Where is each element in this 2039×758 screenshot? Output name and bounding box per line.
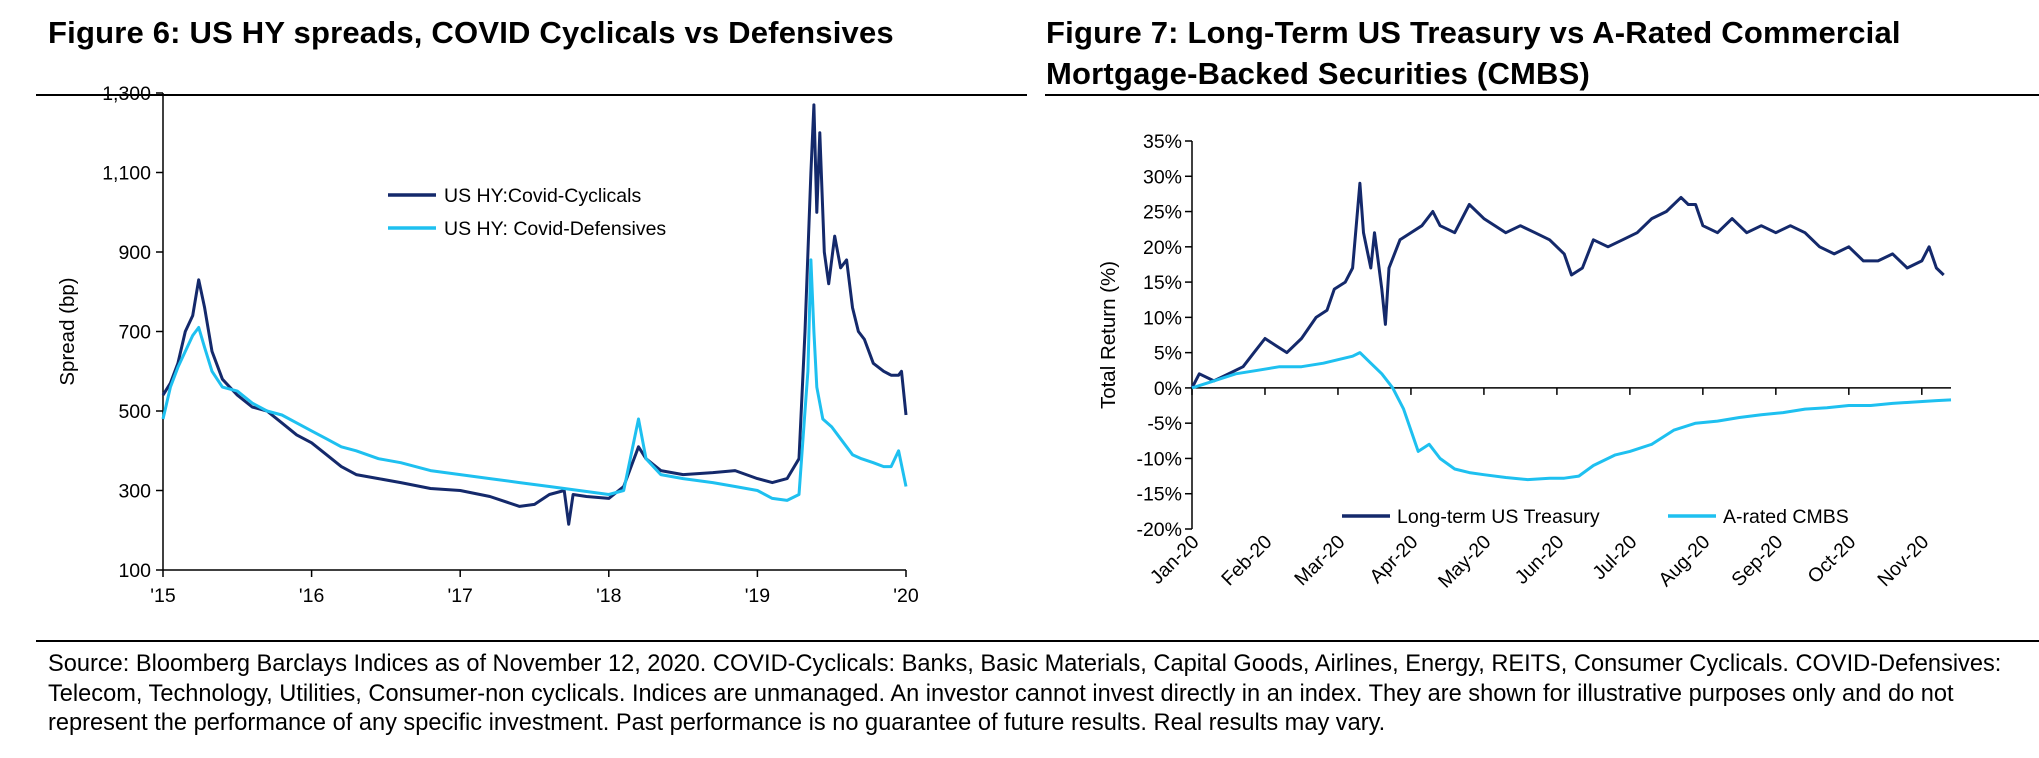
x-tick-label: Aug-20 — [1654, 531, 1714, 591]
legend-label: US HY: Covid-Defensives — [444, 218, 666, 240]
y-axis-title: Spread (bp) — [56, 277, 79, 385]
y-tick-label: -10% — [1136, 448, 1182, 470]
x-tick-label: Nov-20 — [1873, 531, 1933, 591]
figure-7-title-line-1: Figure 7: Long-Term US Treasury vs A-Rat… — [1046, 15, 1901, 50]
y-tick-label: -20% — [1136, 519, 1182, 541]
source-note: Source: Bloomberg Barclays Indices as of… — [48, 651, 2002, 736]
x-tick-label: '18 — [596, 585, 621, 607]
defensives-series-line — [161, 258, 908, 502]
y-tick-label: -15% — [1136, 484, 1182, 506]
y-tick-label: 1,300 — [102, 83, 151, 105]
y-tick-label: 0% — [1154, 378, 1182, 400]
x-tick-label: Feb-20 — [1217, 531, 1276, 590]
y-tick-label: 1,100 — [102, 163, 151, 185]
x-tick-label: Mar-20 — [1290, 531, 1349, 590]
x-tick-label: '17 — [447, 585, 472, 607]
figure-7-title-line-2: Mortgage-Backed Securities (CMBS) — [1046, 56, 1591, 91]
y-tick-label: -5% — [1147, 413, 1182, 435]
y-tick-label: 20% — [1143, 237, 1182, 259]
x-tick-label: May-20 — [1434, 531, 1496, 593]
y-tick-label: 500 — [118, 401, 151, 423]
x-tick-label: Jun-20 — [1511, 531, 1569, 589]
y-tick-label: 5% — [1154, 343, 1182, 365]
treasury-vs-cmbs-chart: -20%-15%-10%-5%0%5%10%15%20%25%30%35%Jan… — [1097, 131, 1952, 593]
y-tick-label: 100 — [118, 560, 151, 582]
figure-7-title: Figure 7: Long-Term US Treasury vs A-Rat… — [1046, 12, 2036, 94]
source-rule — [36, 640, 2039, 642]
y-tick-label: 900 — [118, 242, 151, 264]
treasury-series-line — [1190, 181, 1945, 389]
legend-label: Long-term US Treasury — [1397, 506, 1600, 528]
cyclicals-series-line — [161, 103, 908, 526]
y-tick-label: 15% — [1143, 272, 1182, 294]
cmbs-series-line — [1191, 351, 1952, 482]
figure-7-title-rule — [1045, 94, 2039, 96]
y-tick-label: 25% — [1143, 202, 1182, 224]
figure-6-title: Figure 6: US HY spreads, COVID Cyclicals… — [48, 15, 894, 50]
hy-spreads-chart: 100 300 500 700 900 1,100 1,300 '15 '16 '17 '18 '19… — [56, 83, 919, 607]
legend-label: US HY:Covid-Cyclicals — [444, 185, 641, 207]
x-tick-label: Oct-20 — [1803, 531, 1860, 588]
x-tick-label: '20 — [893, 585, 919, 607]
y-axis-title: Total Return (%) — [1097, 261, 1120, 409]
x-tick-label: Apr-20 — [1366, 531, 1423, 588]
y-tick-label: 30% — [1143, 166, 1182, 188]
legend-label: A-rated CMBS — [1723, 506, 1849, 528]
y-tick-label: 700 — [118, 322, 151, 344]
y-tick-label: 300 — [118, 481, 151, 503]
x-tick-label: '16 — [299, 585, 324, 607]
y-tick-label: 35% — [1143, 131, 1182, 153]
figure-6-title-rule — [36, 94, 1027, 96]
x-tick-label: Sep-20 — [1727, 531, 1787, 591]
x-tick-label: Jul-20 — [1588, 531, 1641, 584]
y-tick-label: 10% — [1143, 307, 1182, 329]
x-tick-label: '15 — [150, 585, 176, 607]
x-tick-label: '19 — [745, 585, 770, 607]
